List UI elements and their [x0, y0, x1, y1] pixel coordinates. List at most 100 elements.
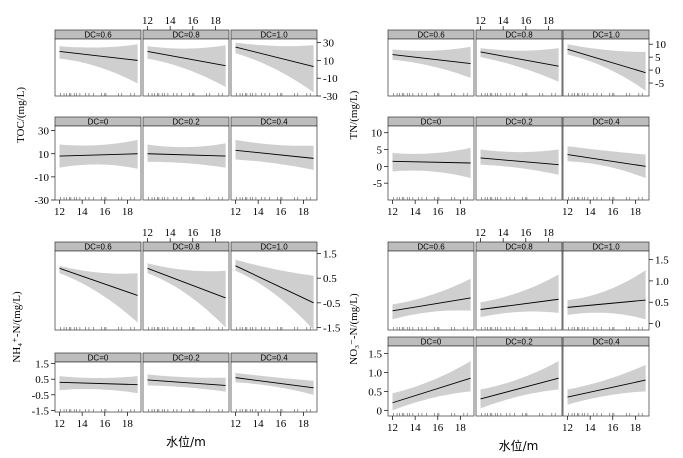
strip-label: DC=0.8	[172, 30, 200, 39]
confidence-band	[59, 376, 138, 394]
fit-line	[392, 54, 471, 65]
x-tick-label: 14	[585, 206, 597, 218]
confidence-band	[567, 44, 646, 91]
confidence-band	[567, 146, 646, 179]
y-tick-label: 0.5	[368, 386, 382, 398]
x-tick-label: 16	[607, 206, 619, 218]
y-tick-label: -30	[323, 91, 338, 103]
panel-nh4-2: DC=1.0	[230, 241, 318, 331]
x-tick-label: 18	[630, 422, 642, 434]
fit-line	[480, 377, 559, 400]
x-tick-label: 18	[210, 227, 222, 239]
fit-line	[59, 381, 138, 386]
x-tick-label: 16	[520, 227, 532, 239]
y-tick-label: -10	[34, 172, 49, 184]
strip-label: DC=0.8	[505, 30, 533, 39]
x-tick-label: 12	[562, 206, 573, 218]
y-tick-label: -0.5	[32, 390, 50, 402]
chart-no3: DC=0.6 DC=0.8 DC=1.0 DC=0 DC=0.2 DC=0.4 12 14 16…	[348, 227, 669, 453]
y-tick-label: -10	[323, 73, 338, 85]
strip-label: DC=0.2	[505, 117, 533, 126]
x-tick-label: 18	[543, 227, 555, 239]
x-tick-label: 14	[253, 418, 265, 430]
confidence-band	[235, 372, 314, 395]
x-tick-label: 14	[498, 15, 510, 27]
x-tick-label: 16	[432, 206, 444, 218]
y-axis-title: TOC/(mg/L)	[15, 87, 27, 143]
y-tick-label: 5	[377, 145, 383, 157]
confidence-band	[235, 259, 314, 330]
x-tick-label: 12	[142, 15, 153, 27]
x-tick-label: 18	[630, 206, 642, 218]
fit-line	[147, 379, 226, 386]
confidence-band	[480, 48, 559, 82]
y-tick-label: 10	[371, 128, 383, 140]
confidence-band	[392, 147, 471, 179]
panel-nh4-3: DC=0	[54, 352, 142, 413]
chart-toc: DC=0.6 DC=0.8 DC=1.0 DC=0 DC=0.2 DC=0.4 12 14 16…	[15, 15, 338, 218]
x-tick-label: 14	[410, 206, 422, 218]
x-tick-label: 14	[77, 418, 89, 430]
confidence-band	[392, 278, 471, 320]
x-tick-label: 16	[520, 15, 532, 27]
strip-label: DC=0.4	[592, 337, 620, 346]
y-tick-label: 0.5	[655, 297, 669, 309]
strip-label: DC=0.8	[172, 242, 200, 251]
x-tick-label: 18	[455, 422, 467, 434]
confidence-band	[59, 139, 138, 169]
confidence-band	[567, 364, 646, 405]
x-tick-label: 14	[253, 206, 265, 218]
x-tick-label: 16	[275, 206, 287, 218]
y-tick-label: 0	[655, 319, 661, 331]
fit-line	[480, 51, 559, 67]
y-tick-label: 0	[655, 65, 661, 77]
y-tick-label: 0	[377, 161, 383, 173]
x-tick-label: 12	[230, 418, 241, 430]
strip-label: DC=0.4	[592, 117, 620, 126]
panel-no3-4: DC=0.2	[475, 336, 563, 417]
y-axis-title: TN/(mg/L)	[348, 90, 360, 139]
y-tick-label: -1.5	[323, 323, 341, 335]
strip-label: DC=0.4	[260, 117, 288, 126]
confidence-band	[392, 361, 471, 411]
panel-no3-3: DC=0	[387, 336, 475, 417]
strip-label: DC=0	[88, 117, 109, 126]
y-tick-label: 1.5	[323, 248, 337, 260]
panel-no3-2: DC=1.0	[562, 241, 650, 331]
fit-line	[567, 379, 646, 398]
x-tick-label: 14	[410, 422, 422, 434]
panel-tn-4: DC=0.2	[475, 116, 563, 201]
y-tick-label: 10	[655, 39, 667, 51]
y-tick-label: 1.0	[655, 276, 669, 288]
y-tick-label: 1.5	[368, 349, 382, 361]
x-tick-label: 12	[475, 227, 486, 239]
x-tick-label: 16	[432, 422, 444, 434]
fit-line	[235, 46, 314, 68]
confidence-band	[235, 42, 314, 93]
confidence-band	[147, 45, 226, 88]
fit-line	[59, 51, 138, 61]
y-tick-label: 10	[38, 149, 50, 161]
strip-label: DC=1.0	[260, 242, 288, 251]
strip-label: DC=1.0	[260, 30, 288, 39]
x-axis-title: 水位/m	[166, 434, 206, 449]
x-tick-label: 16	[275, 418, 287, 430]
fit-line	[235, 377, 314, 389]
x-tick-label: 14	[77, 206, 89, 218]
y-tick-label: -30	[34, 195, 49, 207]
panel-no3-0: DC=0.6	[387, 241, 475, 331]
fit-line	[147, 51, 226, 67]
x-tick-label: 16	[99, 206, 111, 218]
y-axis-title: NH₄⁺-N/(mg/L)	[11, 291, 23, 363]
panel-tn-1: DC=0.8	[475, 29, 563, 97]
confidence-band	[59, 265, 138, 323]
x-tick-label: 16	[187, 227, 199, 239]
chart-nh4: DC=0.6 DC=0.8 DC=1.0 DC=0 DC=0.2 DC=0.4 12 14 16…	[11, 227, 341, 449]
strip-label: DC=0.2	[505, 337, 533, 346]
confidence-band	[567, 270, 646, 320]
strip-label: DC=0.6	[84, 30, 112, 39]
fit-line	[235, 149, 314, 159]
x-tick-label: 18	[210, 15, 222, 27]
y-tick-label: -1.5	[32, 405, 50, 417]
x-tick-label: 12	[54, 418, 65, 430]
